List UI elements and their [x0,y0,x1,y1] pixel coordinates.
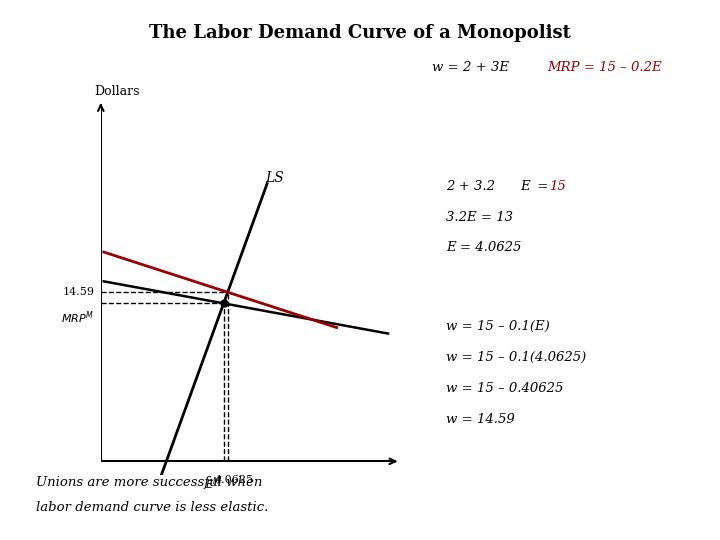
Text: Unions are more successful when: Unions are more successful when [36,476,262,489]
Text: $MRP^M$: $MRP^M$ [61,309,95,326]
Text: E = 4.0625: E = 4.0625 [446,241,522,254]
Text: Dollars: Dollars [95,84,140,98]
Text: LS: LS [266,171,284,185]
Text: w = 15 – 0.40625: w = 15 – 0.40625 [446,382,564,395]
Text: The Labor Demand Curve of a Monopolist: The Labor Demand Curve of a Monopolist [149,24,571,42]
Text: 3.2E = 13: 3.2E = 13 [446,211,513,224]
Text: w = 14.59: w = 14.59 [446,413,515,426]
Text: $E^M$: $E^M$ [205,475,221,492]
Text: MRP = 15 – 0.2E: MRP = 15 – 0.2E [547,61,662,74]
Text: w = 15 – 0.1(4.0625): w = 15 – 0.1(4.0625) [446,351,587,364]
Text: w = 15 – 0.1(E): w = 15 – 0.1(E) [446,320,550,333]
Text: 14.59: 14.59 [63,287,95,297]
Text: =: = [533,180,552,193]
Text: w = 2 + 3E: w = 2 + 3E [432,61,509,74]
Text: 15: 15 [549,180,566,193]
Text: E: E [520,180,529,193]
Text: labor demand curve is less elastic.: labor demand curve is less elastic. [36,501,269,514]
Text: 4.0625: 4.0625 [215,475,253,485]
Text: 2 + 3.2: 2 + 3.2 [446,180,495,193]
